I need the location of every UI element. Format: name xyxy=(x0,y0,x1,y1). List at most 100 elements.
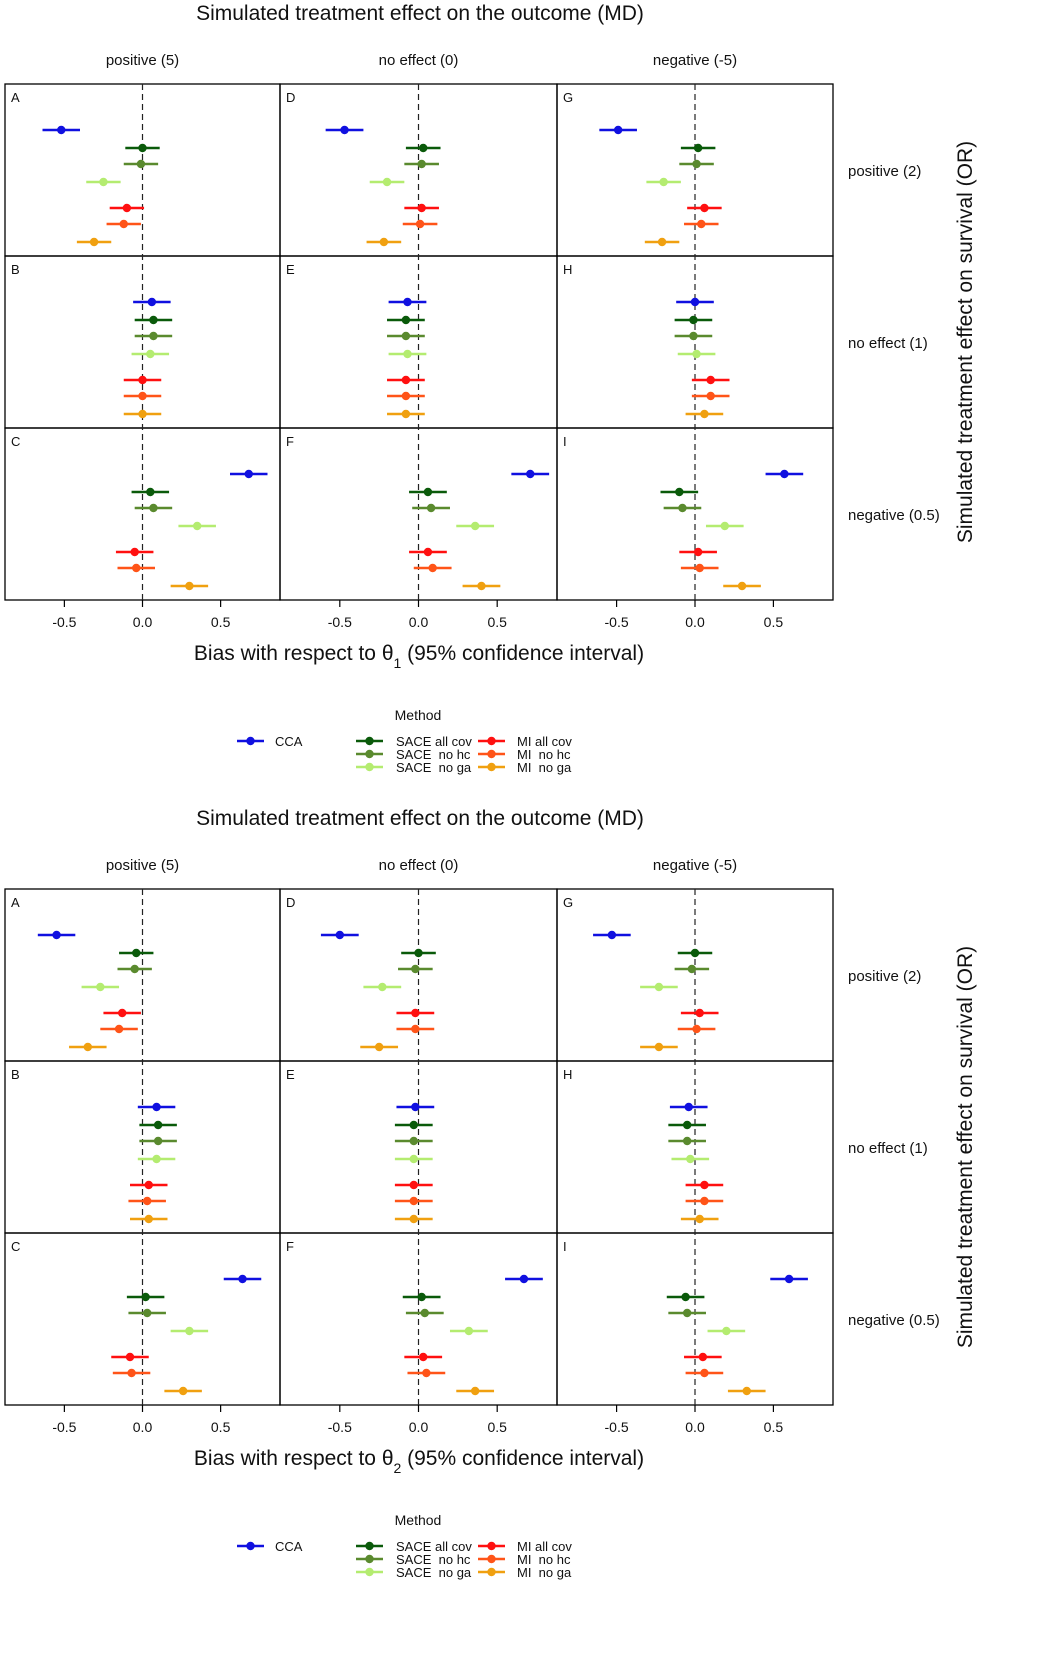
legend-swatch-dot xyxy=(487,1554,496,1564)
panel-label: H xyxy=(563,262,572,277)
point-estimate-cca xyxy=(244,469,253,479)
point-estimate-mi-all-cov xyxy=(419,1352,428,1362)
x-tick-label: -0.5 xyxy=(605,1419,629,1435)
panel-frame xyxy=(4,1060,281,1234)
x-axis-label-subscript: 2 xyxy=(394,1460,402,1476)
point-estimate-sace-no-ga xyxy=(99,177,108,187)
point-estimate-sace-no-ga xyxy=(686,1154,695,1164)
point-estimate-cca xyxy=(784,1274,794,1284)
legend-swatch-dot xyxy=(365,1554,374,1564)
panel-label: D xyxy=(286,90,295,105)
point-estimate-cca xyxy=(780,469,789,479)
legend-item-mi-all-cov: MI all cov xyxy=(478,734,572,749)
x-tick-label: 0.0 xyxy=(409,614,429,630)
column-header: no effect (0) xyxy=(379,52,459,69)
x-axis-label-suffix: (95% confidence interval) xyxy=(401,642,644,665)
point-estimate-mi-no-ga xyxy=(737,581,747,591)
point-estimate-sace-no-hc xyxy=(411,964,420,974)
row-header: negative (0.5) xyxy=(848,507,940,524)
point-estimate-mi-no-ga xyxy=(409,1214,418,1224)
point-estimate-mi-no-hc xyxy=(422,1368,431,1378)
point-estimate-mi-all-cov xyxy=(417,203,426,213)
point-estimate-sace-no-ga xyxy=(185,1326,194,1336)
column-header: negative (-5) xyxy=(653,52,737,69)
point-estimate-sace-no-hc xyxy=(130,964,139,974)
legend-label: MI no ga xyxy=(517,760,572,775)
point-estimate-mi-no-hc xyxy=(700,1196,709,1206)
point-estimate-sace-no-ga xyxy=(403,349,412,359)
point-estimate-mi-all-cov xyxy=(138,375,147,385)
legend-swatch-dot xyxy=(365,762,374,772)
point-estimate-sace-no-ga xyxy=(382,177,392,187)
panel-label: I xyxy=(563,1239,567,1254)
legend-swatch-dot xyxy=(365,1541,374,1551)
point-estimate-sace-no-ga xyxy=(409,1154,418,1164)
legend-item-sace-no-hc: SACE no hc xyxy=(356,1552,471,1567)
point-estimate-mi-no-ga xyxy=(401,409,411,419)
column-header: negative (-5) xyxy=(653,857,737,874)
row-header: positive (2) xyxy=(848,968,921,985)
point-estimate-sace-all-cov xyxy=(153,1120,163,1130)
panel-frame xyxy=(279,1060,558,1234)
point-estimate-cca xyxy=(335,930,345,940)
point-estimate-mi-no-hc xyxy=(697,219,706,229)
point-estimate-mi-no-ga xyxy=(477,581,486,591)
x-tick-label: 0.5 xyxy=(211,1419,231,1435)
point-estimate-cca xyxy=(152,1102,161,1112)
point-estimate-sace-no-ga xyxy=(722,1326,731,1336)
legend-item-mi-no-ga: MI no ga xyxy=(478,1565,572,1580)
legend-swatch-dot xyxy=(487,1567,496,1577)
panel-B: B xyxy=(11,1067,177,1224)
legend-label: MI no hc xyxy=(517,747,571,762)
point-estimate-sace-no-ga xyxy=(192,521,202,531)
legend-item-cca: CCA xyxy=(237,1539,303,1554)
point-estimate-sace-no-hc xyxy=(692,159,701,169)
panel-E: E xyxy=(286,1067,435,1224)
chart-title: Simulated treatment effect on the outcom… xyxy=(196,2,644,25)
point-estimate-sace-all-cov xyxy=(681,1292,690,1302)
legend-label: MI no ga xyxy=(517,1565,572,1580)
point-estimate-mi-no-ga xyxy=(138,409,147,419)
point-estimate-mi-all-cov xyxy=(695,1008,704,1018)
point-estimate-cca xyxy=(607,930,617,940)
x-tick-label: 0.5 xyxy=(211,614,231,630)
panel-E: E xyxy=(286,262,427,419)
point-estimate-mi-no-hc xyxy=(127,1368,136,1378)
point-estimate-mi-all-cov xyxy=(698,1352,708,1362)
point-estimate-sace-no-ga xyxy=(96,982,105,992)
point-estimate-cca xyxy=(526,469,535,479)
point-estimate-mi-all-cov xyxy=(122,203,132,213)
point-estimate-cca xyxy=(690,297,700,307)
point-estimate-sace-no-ga xyxy=(720,521,729,531)
point-estimate-sace-no-hc xyxy=(401,331,411,341)
legend-swatch-dot xyxy=(487,749,496,759)
point-estimate-cca xyxy=(238,1274,247,1284)
x-axis-label-main: Bias with respect to θ xyxy=(194,642,394,665)
point-estimate-sace-no-ga xyxy=(152,1154,161,1164)
panel-label: F xyxy=(286,434,294,449)
legend-label: SACE all cov xyxy=(396,734,472,749)
panel-G: G xyxy=(563,90,722,247)
point-estimate-sace-no-hc xyxy=(689,331,698,341)
point-estimate-sace-all-cov xyxy=(689,315,698,325)
column-header: positive (5) xyxy=(106,857,179,874)
panel-label: A xyxy=(11,90,20,105)
point-estimate-mi-no-hc xyxy=(409,1196,418,1206)
x-axis-label: Bias with respect to θ2 (95% confidence … xyxy=(194,1447,644,1476)
legend-label: SACE no ga xyxy=(396,1565,472,1580)
point-estimate-mi-no-hc xyxy=(415,219,425,229)
point-estimate-sace-no-hc xyxy=(687,964,697,974)
x-tick-label: 0.0 xyxy=(133,614,153,630)
panel-label: I xyxy=(563,434,567,449)
point-estimate-cca xyxy=(52,930,61,940)
legend-label: MI all cov xyxy=(517,1539,572,1554)
legend-label: SACE all cov xyxy=(396,1539,472,1554)
point-estimate-sace-no-ga xyxy=(464,1326,474,1336)
panel-F: F xyxy=(286,1239,543,1396)
point-estimate-mi-all-cov xyxy=(125,1352,135,1362)
point-estimate-mi-no-hc xyxy=(142,1196,152,1206)
point-estimate-mi-all-cov xyxy=(130,547,139,557)
point-estimate-mi-no-ga xyxy=(654,1042,664,1052)
point-estimate-mi-no-ga xyxy=(695,1214,704,1224)
